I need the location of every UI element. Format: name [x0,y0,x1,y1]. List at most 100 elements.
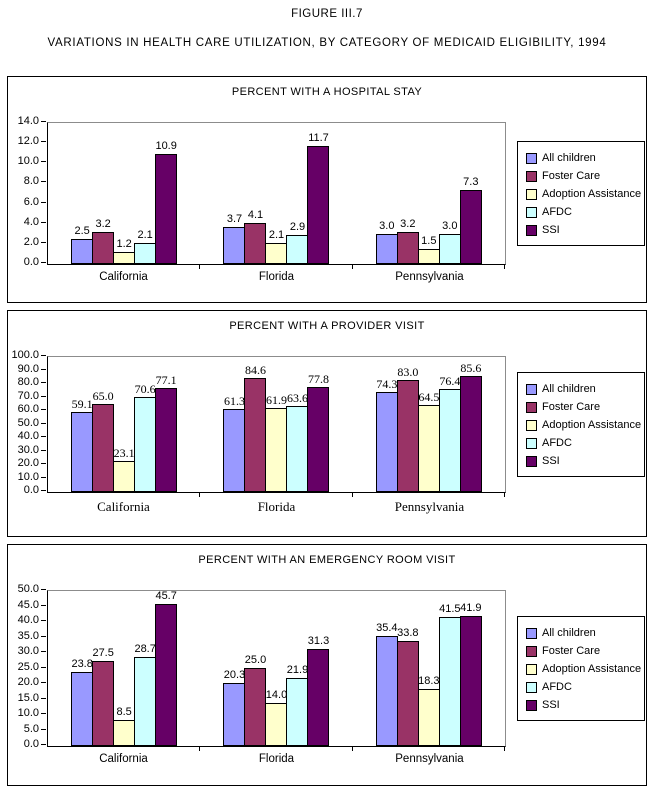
y-tick-mark [41,604,46,606]
x-axis-spacer [506,499,646,515]
chart-emergency-room-visit: PERCENT WITH AN EMERGENCY ROOM VISIT 50.… [7,544,647,786]
category-label-california: California [97,499,150,514]
bar-all-children-florida: 20.3 [223,670,246,746]
legend-label: AFDC [542,206,572,218]
legend-item-afdc: AFDC [526,203,644,221]
legend-label: SSI [542,224,560,236]
legend-item-adoption-assistance: Adoption Assistance [526,416,644,434]
y-tick-mark [41,589,46,590]
y-tick-mark [41,476,46,478]
y-tick-label: 14.0 [17,115,39,127]
legend-item-all-children: All children [526,624,644,642]
y-tick-label: 80.0 [17,376,39,388]
legend-item-afdc: AFDC [526,434,644,452]
legend-swatch-icon [526,455,537,467]
y-tick-mark [41,355,46,356]
bar-value-label: 21.9 [286,664,309,676]
y-tick-mark [41,121,46,122]
y-tick-mark [41,141,46,143]
x-tick-mark [504,746,505,751]
x-axis-labels: California Florida Pennsylvania [8,753,646,765]
legend-label: All children [542,383,596,395]
bar-group-pennsylvania: 74.3 83.0 64.5 76.4 85.6 [353,357,505,492]
y-tick-mark [41,262,46,263]
bar-adoption-assistance-florida: 14.0 [265,690,288,746]
bar-all-children-florida: 3.7 [223,214,246,264]
y-tick-label: 50.0 [17,583,39,595]
y-tick-mark [41,713,46,714]
bar-value-label: 64.5 [418,390,440,404]
legend-item-foster-care: Foster Care [526,398,644,416]
y-tick-label: 10.0 [17,155,39,168]
bar-group-pennsylvania: 35.4 33.8 18.3 41.5 41.9 [353,591,505,746]
legend-label: All children [542,152,596,164]
bar-adoption-assistance-california: 1.2 [113,239,136,264]
category-label-pennsylvania: Pennsylvania [395,753,464,765]
bar-value-label: 18.3 [418,675,440,687]
bar-ssi-florida: 11.7 [307,133,330,264]
bar-value-label: 27.5 [92,647,114,659]
y-tick-mark [41,728,46,730]
legend-item-afdc: AFDC [526,678,644,696]
bar-value-label: 77.8 [307,372,329,386]
bar-value-label: 3.0 [379,220,395,232]
y-tick-label: 25.0 [17,660,39,673]
x-axis-spacer [8,271,47,283]
y-tick-mark [41,241,46,243]
bar-afdc-pennsylvania: 3.0 [438,221,461,264]
y-tick-mark [41,436,46,437]
y-tick-mark [41,409,46,410]
charts-container: PERCENT WITH A HOSPITAL STAY 14.0 12.0 10.… [0,76,654,786]
x-axis-spacer [8,753,47,765]
legend-item-adoption-assistance: Adoption Assistance [526,660,644,678]
bar-value-label: 2.9 [289,221,306,233]
page-header: FIGURE III.7 VARIATIONS IN HEALTH CARE U… [0,0,654,49]
y-tick-mark [41,697,46,699]
x-axis-labels: California Florida Pennsylvania [8,499,646,515]
bar-group-florida: 20.3 25.0 14.0 21.9 31.3 [200,591,352,746]
bar-all-children-florida: 61.3 [223,395,246,492]
bar-afdc-california: 28.7 [134,644,157,746]
y-tick-label: 20.0 [17,457,39,469]
legend-label: Foster Care [542,645,601,657]
legend-item-ssi: SSI [526,221,644,239]
y-tick-mark [41,181,46,183]
bar-value-label: 23.1 [113,446,135,460]
bar-value-label: 10.9 [155,140,177,152]
bar-foster-care-florida: 84.6 [244,364,267,492]
bar-foster-care-florida: 25.0 [244,655,267,746]
bar-all-children-pennsylvania: 3.0 [375,221,398,264]
plot-row: 100.0 90.0 80.0 70.0 60.0 50.0 40.0 30.0 20.0 10.… [8,350,646,497]
y-tick-mark [41,449,46,451]
chart-hospital-stay: PERCENT WITH A HOSPITAL STAY 14.0 12.0 10.… [7,76,647,303]
y-tick-mark [41,490,46,491]
bar-value-label: 45.7 [155,590,177,602]
bar-ssi-california: 77.1 [155,374,178,492]
legend-label: SSI [542,455,560,467]
y-tick-mark [41,651,46,652]
category-label-california: California [99,271,148,283]
bar-group-florida: 3.7 4.1 2.1 2.9 11.7 [200,123,352,264]
x-axis-spacer [506,753,646,765]
legend-swatch-icon [526,224,537,236]
y-tick-label: 2.0 [23,235,39,248]
bar-group-california: 59.1 65.0 23.1 70.6 77.1 [48,357,200,492]
bar-ssi-california: 45.7 [155,591,178,746]
bar-adoption-assistance-california: 23.1 [113,447,136,492]
y-tick-label: 6.0 [23,195,39,208]
bar-all-children-pennsylvania: 74.3 [375,378,398,492]
bar-group-pennsylvania: 3.0 3.2 1.5 3.0 7.3 [353,123,505,264]
y-tick-label: 40.0 [17,430,39,442]
y-tick-label: 30.0 [17,443,39,456]
y-tick-label: 4.0 [23,215,39,228]
y-tick-label: 15.0 [17,691,39,704]
legend-swatch-icon [526,188,537,200]
x-tick-mark [199,746,201,751]
category-labels: California Florida Pennsylvania [47,271,506,283]
legend-swatch-icon [526,627,537,639]
plot-area: 59.1 65.0 23.1 70.6 77.1 61.3 84.6 61.9 63.6 77.8… [47,356,506,497]
bar-value-label: 1.5 [421,235,437,247]
legend: All children Foster Care Adoption Assistan… [517,141,645,246]
y-tick-label: 45.0 [17,598,39,611]
x-tick-mark [351,264,353,269]
